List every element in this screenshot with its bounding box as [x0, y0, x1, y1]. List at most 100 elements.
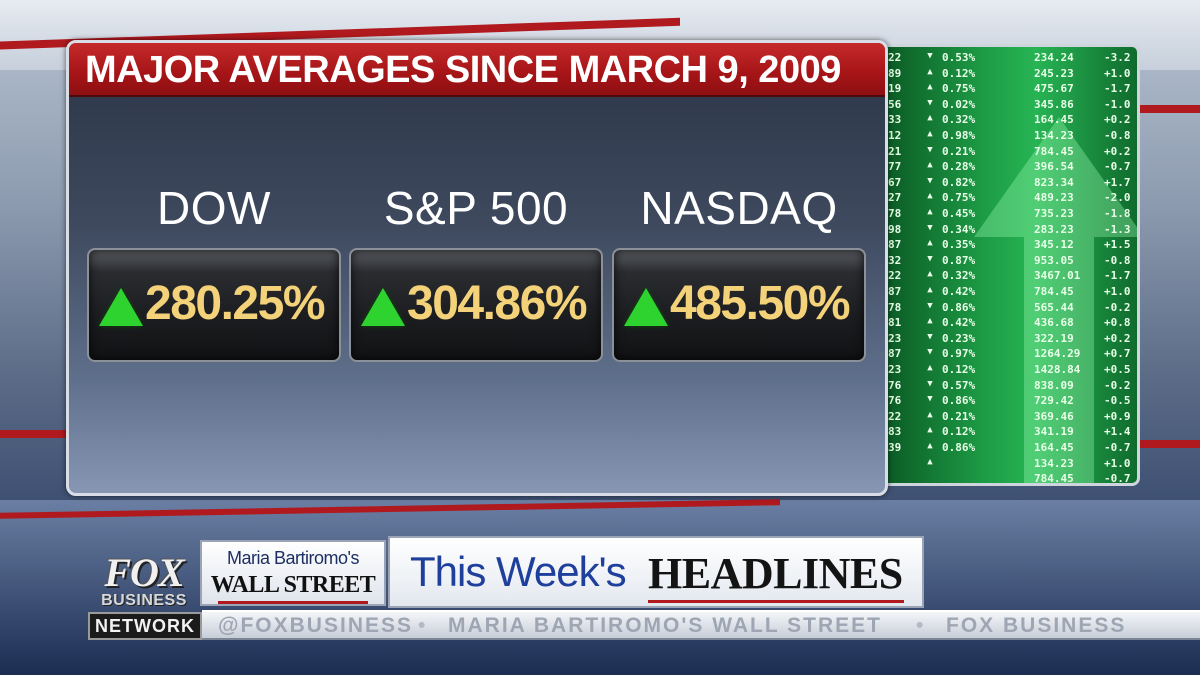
index-change-sp500: 304.86% [407, 277, 588, 330]
board-cell-value: 22 [888, 409, 902, 423]
show-host: Maria Bartiromo's [227, 548, 359, 568]
board-cell-value: 83 [888, 425, 902, 439]
board-cell-value: 81 [888, 316, 902, 330]
board-cell-change: -1.7 [1104, 82, 1131, 96]
ticker-board-row: 67 ▼ 0.82% 823.34 +1.7 [884, 175, 1137, 191]
board-cell-value: 77 [888, 160, 902, 174]
ticker-board-row: 87 ▲ 0.35% 345.12 +1.5 [884, 238, 1137, 253]
board-cell-price: 784.45 [1034, 144, 1074, 158]
board-cell-value: 19 [888, 82, 902, 96]
board-cell-percent: 0.45% [942, 207, 976, 220]
board-cell-price: 369.46 [1034, 409, 1074, 423]
index-change-nasdaq: 485.50% [670, 277, 851, 330]
ticker-board-row: 27 ▲ 0.75% 489.23 -2.0 [884, 191, 1137, 206]
board-cell-percent: 0.86% [942, 394, 976, 408]
index-value-box-nasdaq: 485.50% [612, 248, 866, 362]
board-cell-value: 56 [888, 97, 902, 111]
ticker-board-row: 22 ▼ 0.53% 234.24 -3.2 [884, 51, 1137, 66]
ticker-board-row: 78 ▲ 0.45% 735.23 -1.8 [884, 207, 1137, 222]
up-triangle-icon: ▲ [927, 207, 933, 217]
board-cell-value: 87 [888, 238, 902, 252]
board-cell-value: 98 [888, 222, 902, 236]
down-triangle-icon: ▼ [927, 378, 933, 389]
board-cell-price: 345.86 [1034, 97, 1074, 111]
board-cell-change: +0.5 [1104, 363, 1131, 376]
board-cell-value: 67 [888, 175, 902, 189]
red-stripe [0, 430, 70, 438]
board-cell-percent: 0.21% [942, 409, 976, 423]
board-cell-value: 27 [888, 191, 902, 205]
ticker-board-row: 22 ▲ 0.32% 3467.01 -1.7 [884, 269, 1137, 284]
up-triangle-icon: ▲ [927, 82, 933, 93]
board-cell-percent: 0.28% [942, 160, 976, 174]
down-triangle-icon: ▼ [927, 175, 933, 186]
ticker-board-row: ▲ 134.23 +1.0 [884, 456, 1137, 472]
ticker-board-row: 78 ▼ 0.86% 565.44 -0.2 [884, 300, 1137, 316]
headline-underline [648, 600, 904, 603]
show-title: WALL STREET [202, 572, 384, 604]
ticker-board-row: 87 ▼ 0.97% 1264.29 +0.7 [884, 347, 1137, 362]
ticker-board-row: 76 ▼ 0.57% 838.09 -0.2 [884, 378, 1137, 394]
board-cell-percent: 0.53% [942, 51, 976, 64]
board-cell-value: 76 [888, 394, 902, 408]
ticker-board-row: 81 ▲ 0.42% 436.68 +0.8 [884, 316, 1137, 331]
up-triangle-icon: ▲ [927, 269, 933, 280]
board-cell-change: +0.2 [1104, 331, 1131, 345]
board-cell-change: +0.9 [1104, 409, 1131, 423]
board-cell-change: +0.2 [1104, 144, 1131, 158]
up-triangle-icon: ▲ [927, 425, 933, 436]
board-cell-percent: 0.82% [942, 175, 976, 189]
up-triangle-icon: ▲ [927, 456, 933, 467]
board-cell-change: -0.2 [1104, 300, 1131, 314]
down-triangle-icon: ▼ [927, 51, 933, 61]
ticker-separator: • [916, 614, 926, 637]
board-cell-percent: 0.12% [942, 66, 976, 80]
board-cell-percent: 0.42% [942, 316, 976, 330]
board-cell-price: 735.23 [1034, 207, 1074, 220]
index-label-dow: DOW [157, 182, 271, 234]
ticker-board-row: 22 ▲ 0.21% 369.46 +0.9 [884, 409, 1137, 425]
board-cell-value: 33 [888, 113, 902, 127]
board-cell-change: +1.5 [1104, 238, 1131, 252]
board-cell-price: 345.12 [1034, 238, 1074, 252]
down-triangle-icon: ▼ [927, 97, 933, 108]
red-stripe [1140, 440, 1200, 448]
down-triangle-icon: ▼ [927, 394, 933, 405]
board-cell-price: 823.34 [1034, 175, 1074, 189]
ticker-board-row: 87 ▲ 0.42% 784.45 +1.0 [884, 285, 1137, 300]
up-triangle-icon: ▲ [927, 238, 933, 249]
up-triangle-icon [624, 288, 668, 326]
logo-fox-text: FOX [104, 550, 184, 595]
board-cell-change: -0.8 [1104, 129, 1131, 142]
board-cell-change: -1.7 [1104, 269, 1131, 283]
board-cell-price: 3467.01 [1034, 269, 1081, 283]
index-change-dow: 280.25% [145, 277, 326, 330]
ticker-board-row: 21 ▼ 0.21% 784.45 +0.2 [884, 144, 1137, 160]
board-cell-percent: 0.75% [942, 82, 976, 96]
ticker-board-row: 784.45 -0.7 [884, 472, 1137, 483]
board-cell-value: 23 [888, 331, 902, 345]
board-cell-change: -2.0 [1104, 191, 1131, 205]
index-label-nasdaq: NASDAQ [640, 182, 838, 234]
board-cell-value: 76 [888, 378, 902, 392]
board-cell-value: 87 [888, 347, 902, 361]
ticker-board-row: 33 ▲ 0.32% 164.45 +0.2 [884, 113, 1137, 128]
board-cell-percent: 0.34% [942, 222, 976, 236]
ticker-board-row: 12 ▲ 0.98% 134.23 -0.8 [884, 129, 1137, 144]
major-averages-panel: MAJOR AVERAGES SINCE MARCH 9, 2009 DOW S… [66, 40, 888, 496]
board-cell-change: -0.5 [1104, 394, 1131, 408]
ticker-board-row: 56 ▼ 0.02% 345.86 -1.0 [884, 97, 1137, 113]
board-cell-change: -0.7 [1104, 441, 1131, 454]
ticker-board-row: 23 ▼ 0.23% 322.19 +0.2 [884, 331, 1137, 347]
ticker-board-row: 89 ▲ 0.12% 245.23 +1.0 [884, 66, 1137, 82]
up-triangle-icon: ▲ [927, 363, 933, 373]
board-cell-percent: 0.02% [942, 97, 976, 111]
board-cell-change: +1.0 [1104, 285, 1131, 298]
board-cell-price: 565.44 [1034, 300, 1074, 314]
board-cell-price: 475.67 [1034, 82, 1074, 96]
panel-title: MAJOR AVERAGES SINCE MARCH 9, 2009 [69, 43, 885, 97]
board-cell-change: +1.7 [1104, 175, 1131, 189]
headline-lead: This Week's [410, 548, 627, 595]
board-cell-price: 489.23 [1034, 191, 1074, 205]
board-cell-value: 39 [888, 441, 902, 454]
